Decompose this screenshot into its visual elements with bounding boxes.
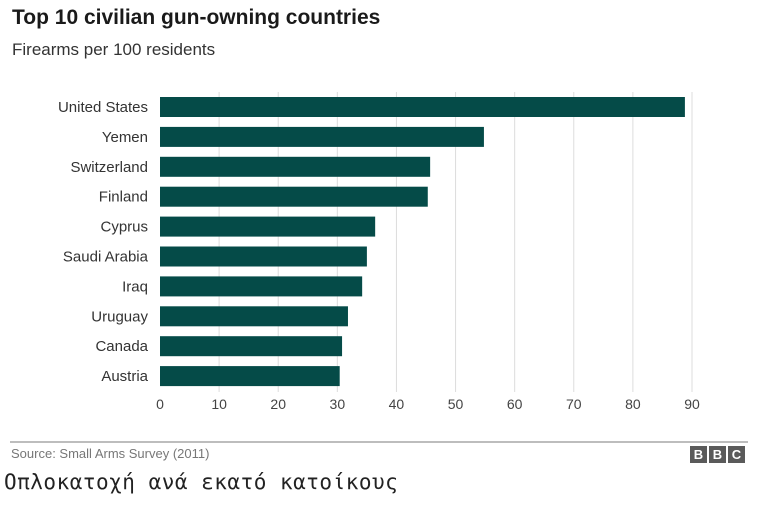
category-label: Uruguay (91, 308, 148, 325)
bar (160, 306, 348, 327)
x-tick-label: 60 (507, 396, 523, 412)
bar (160, 126, 484, 147)
divider (10, 441, 748, 443)
bar (160, 366, 340, 387)
category-label: Austria (101, 368, 148, 385)
category-label: Yemen (102, 129, 148, 146)
bbc-logo: B B C (690, 446, 745, 463)
bar (160, 336, 343, 357)
x-tick-label: 40 (389, 396, 405, 412)
source-note: Source: Small Arms Survey (2011) (11, 446, 210, 461)
bar (160, 186, 428, 207)
bar-chart: 0 10 20 30 40 50 60 70 80 90 United States Yemen Swi… (58, 92, 700, 412)
x-tick-label: 0 (156, 396, 164, 412)
bar (160, 156, 431, 177)
x-tick-label: 30 (330, 396, 346, 412)
bar (160, 216, 376, 237)
chart-title: Top 10 civilian gun-owning countries (12, 6, 381, 29)
category-label: Finland (99, 189, 148, 206)
bar (160, 276, 363, 297)
logo-letter: B (690, 446, 707, 463)
category-label: Cyprus (100, 219, 148, 236)
category-label: Saudi Arabia (63, 249, 149, 266)
bar (160, 246, 367, 267)
x-tick-label: 90 (684, 396, 700, 412)
x-tick-label: 10 (211, 396, 227, 412)
chart-subtitle: Firearms per 100 residents (12, 40, 216, 59)
greek-caption: Οπλοκατοχή ανά εκατό κατοίκους (4, 470, 399, 494)
category-label: Canada (95, 338, 148, 355)
category-label: United States (58, 99, 148, 116)
x-tick-label: 50 (448, 396, 464, 412)
category-label: Switzerland (70, 159, 148, 176)
x-tick-label: 70 (566, 396, 582, 412)
logo-letter: B (709, 446, 726, 463)
x-tick-label: 80 (625, 396, 641, 412)
category-label: Iraq (122, 278, 148, 295)
logo-letter: C (728, 446, 745, 463)
x-tick-label: 20 (270, 396, 286, 412)
bar (160, 97, 685, 117)
